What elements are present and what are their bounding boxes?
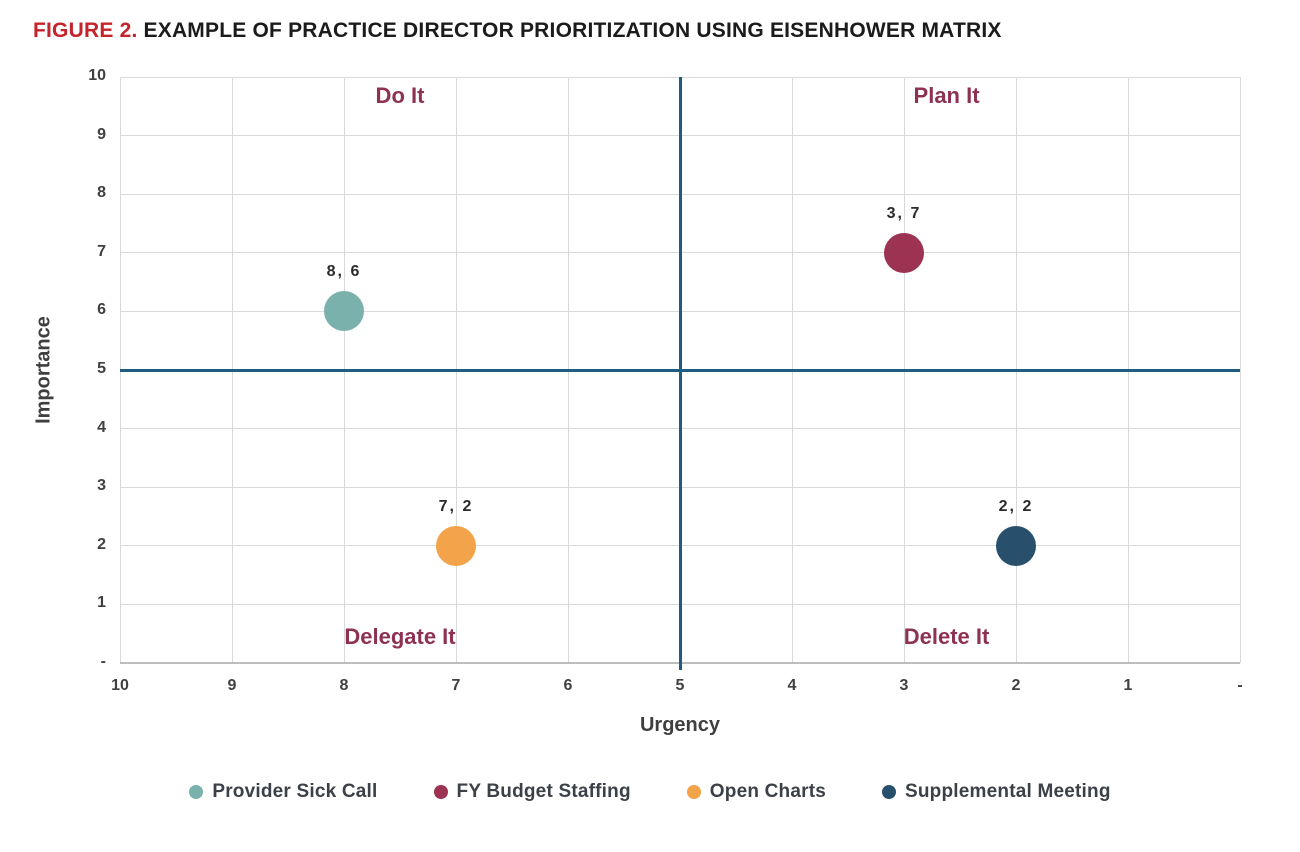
x-axis-tick: 10 <box>111 677 129 694</box>
legend-marker-icon <box>433 785 448 799</box>
figure-number: FIGURE 2. <box>33 19 138 42</box>
figure-title: FIGURE 2. EXAMPLE OF PRACTICE DIRECTOR P… <box>33 19 1002 43</box>
x-axis-title: Urgency <box>639 714 721 736</box>
x-axis-tick: 9 <box>227 677 237 694</box>
gridline-vertical <box>1239 77 1241 663</box>
x-axis-tick: 5 <box>675 677 685 694</box>
quadrant-label-delegate-it: Delegate It <box>344 624 456 650</box>
y-axis-tick: 7 <box>97 242 106 260</box>
data-point-supplemental-meeting <box>996 525 1036 566</box>
legend-item-fy-budget-staffing: FY Budget Staffing <box>433 781 631 803</box>
quadrant-label-do-it: Do It <box>375 82 425 108</box>
crosshair-vertical-line <box>678 77 682 670</box>
legend-label: FY Budget Staffing <box>456 781 631 802</box>
data-point-fy-budget-staffing <box>884 232 924 273</box>
x-axis-tick: 4 <box>787 677 797 694</box>
crosshair-horizontal-line <box>120 368 1240 372</box>
data-point-open-charts <box>436 525 476 566</box>
x-axis-tick: 8 <box>339 677 349 694</box>
quadrant-label-plan-it: Plan It <box>913 82 980 108</box>
figure-title-text: EXAMPLE OF PRACTICE DIRECTOR PRIORITIZAT… <box>143 19 1002 42</box>
legend-item-provider-sick-call: Provider Sick Call <box>189 781 377 803</box>
y-axis-tick: 4 <box>97 418 106 436</box>
quadrant-label-delete-it: Delete It <box>903 624 990 650</box>
legend: Provider Sick Call FY Budget Staffing Open… <box>0 781 1300 803</box>
data-point-label: 3, 7 <box>886 204 922 222</box>
y-axis-tick: 5 <box>97 360 106 377</box>
plot-area: Do It Plan It Delegate It Delete It 8, 6 3, 7… <box>119 76 1241 670</box>
x-axis-tick: 7 <box>451 677 461 694</box>
y-axis-tick: 2 <box>97 535 106 553</box>
x-axis-tick: 1 <box>1123 677 1133 694</box>
legend-label: Supplemental Meeting <box>905 781 1111 802</box>
legend-label: Provider Sick Call <box>212 781 378 802</box>
x-axis-tick: 2 <box>1011 677 1021 694</box>
y-axis-tick: 8 <box>97 184 106 202</box>
x-axis-tick: 6 <box>563 677 573 694</box>
legend-item-open-charts: Open Charts <box>686 781 826 803</box>
data-point-label: 2, 2 <box>998 497 1034 515</box>
y-axis-tick: 6 <box>97 301 106 319</box>
data-point-label: 8, 6 <box>326 263 362 281</box>
y-axis-tick: - <box>100 653 106 670</box>
y-axis-tick: 9 <box>97 125 106 143</box>
legend-item-supplemental-meeting: Supplemental Meeting <box>882 781 1111 803</box>
data-point-provider-sick-call <box>324 291 364 332</box>
y-axis-title: Importance <box>32 316 55 424</box>
legend-marker-icon <box>686 785 701 799</box>
x-axis-tick: 3 <box>899 677 909 694</box>
legend-marker-icon <box>189 785 204 799</box>
y-axis-tick: 3 <box>97 477 106 495</box>
y-axis-tick: 1 <box>97 594 106 612</box>
legend-marker-icon <box>882 785 896 799</box>
data-point-label: 7, 2 <box>438 497 474 515</box>
y-axis-tick: 10 <box>88 67 106 84</box>
x-axis-tick: - <box>1237 677 1243 694</box>
legend-label: Open Charts <box>709 781 826 802</box>
